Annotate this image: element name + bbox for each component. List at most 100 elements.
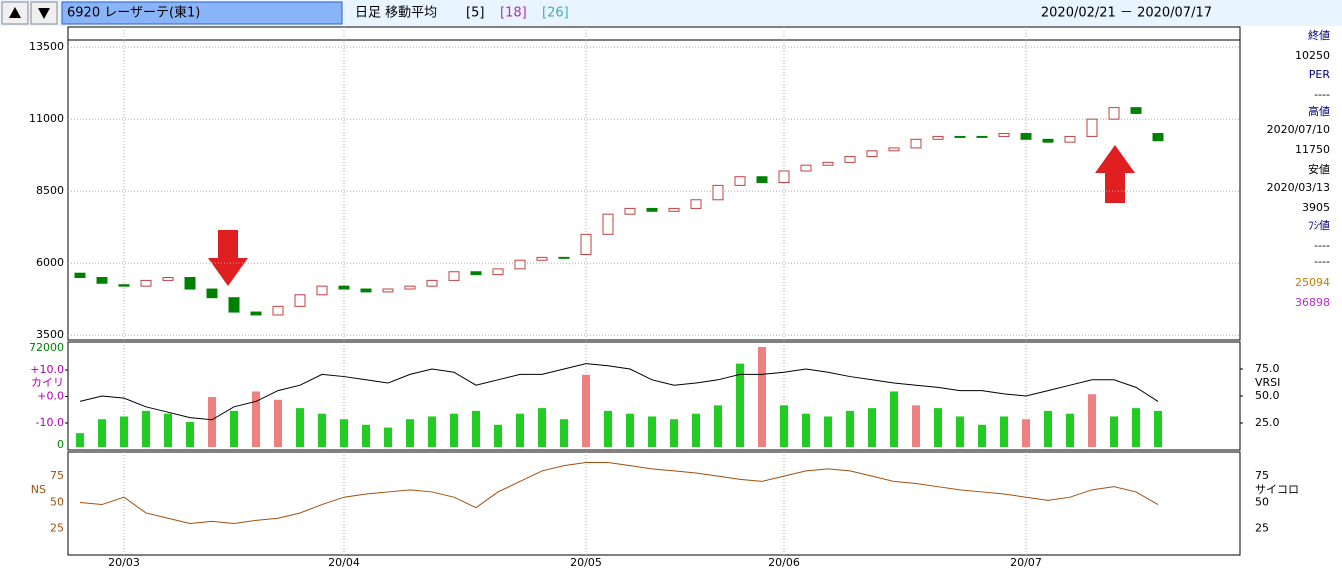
down-icon [38, 8, 50, 19]
up-icon [9, 7, 21, 18]
symbol-box[interactable] [61, 1, 343, 25]
candle [712, 184, 724, 201]
candle [272, 305, 284, 316]
info-text: ---- [1314, 239, 1330, 252]
volume-tick-label: 72000 [29, 341, 64, 354]
info-text: ﾌｼ値 [1308, 219, 1330, 232]
candle [162, 277, 174, 281]
ns-right-tick-label: 25 [1255, 522, 1269, 535]
info-text: 終値 [1308, 28, 1330, 42]
candle [932, 135, 944, 140]
candle [954, 135, 966, 138]
volume-bar [648, 416, 656, 447]
x-tick-label: 20/03 [108, 556, 140, 569]
volume-bar [1110, 416, 1118, 447]
kairi-tick-label: +10.0 [30, 363, 64, 376]
candle [624, 207, 636, 215]
candle [228, 297, 240, 313]
volume-bar [318, 413, 326, 447]
volume-bar [560, 419, 568, 447]
candle [96, 277, 108, 284]
volume-bar [1088, 394, 1096, 447]
ma26: [26] [542, 6, 569, 21]
info-text: 36898 [1295, 296, 1330, 309]
candle [470, 271, 482, 276]
candle [1020, 133, 1032, 140]
info-text: PER [1309, 68, 1331, 81]
volume-bar [252, 391, 260, 447]
candle [1086, 118, 1098, 137]
info-text: ---- [1314, 88, 1330, 101]
volume-bar [450, 413, 458, 447]
candle [558, 256, 570, 259]
candle [294, 294, 306, 307]
volume-bar [934, 408, 942, 447]
volume-bar [956, 416, 964, 447]
candle [250, 311, 262, 316]
volume-bar [76, 433, 84, 447]
candle [514, 259, 526, 270]
volume-bar [912, 405, 920, 447]
volume-bar [296, 408, 304, 447]
vrsi-label: VRSI [1255, 376, 1280, 389]
candle [602, 213, 614, 235]
candle [668, 207, 680, 212]
volume-bar [494, 424, 502, 447]
volume-bar [230, 410, 238, 447]
info-text: 2020/07/10 [1267, 123, 1330, 136]
candle [888, 147, 900, 152]
info-text: 安値 [1308, 162, 1330, 176]
candle [910, 138, 922, 149]
volume-bar [846, 410, 854, 447]
ns-right-label: サイコロ [1255, 483, 1299, 496]
candle [1152, 133, 1164, 142]
candle [1042, 138, 1054, 143]
candle [360, 288, 372, 293]
candle [316, 285, 328, 296]
info-text: 25094 [1295, 276, 1330, 289]
kairi-tick-label: -10.0 [36, 416, 64, 429]
candle [646, 207, 658, 212]
candle [1130, 107, 1142, 114]
vrsi-tick-label: 25.0 [1255, 416, 1280, 429]
info-text: ---- [1314, 255, 1330, 268]
volume-tick-label: 0 [57, 438, 64, 451]
info-text: 11750 [1295, 143, 1330, 156]
candle [184, 277, 196, 290]
volume-bar [516, 413, 524, 447]
info-text: 2020/03/13 [1267, 181, 1330, 194]
ns-right-tick-label: 75 [1255, 469, 1269, 482]
y-tick-label: 13500 [29, 40, 64, 53]
x-tick-label: 20/04 [328, 556, 360, 569]
candle [976, 135, 988, 138]
volume-bar [340, 419, 348, 447]
ns-panel [67, 451, 1241, 556]
ns-tick-label: 50 [50, 495, 64, 508]
date-range: 2020/02/21 － 2020/07/17 [1041, 6, 1212, 21]
ns-label: NS [31, 483, 46, 496]
volume-bar [142, 410, 150, 447]
volume-bar [538, 408, 546, 447]
x-tick-label: 20/05 [570, 556, 602, 569]
candle [338, 285, 350, 290]
info-text: 3905 [1302, 201, 1330, 214]
volume-bar [714, 405, 722, 447]
y-tick-label: 11000 [29, 112, 64, 125]
candle [778, 170, 790, 183]
volume-bar [406, 419, 414, 447]
volume-bar [1000, 416, 1008, 447]
volume-bar [362, 424, 370, 447]
volume-bar [164, 413, 172, 447]
candle [1064, 135, 1076, 143]
vrsi-line [79, 363, 1159, 421]
ns-tick-label: 25 [50, 522, 64, 535]
kairi-label: カイリ [31, 376, 64, 389]
candle [140, 279, 152, 287]
volume-bar [1132, 408, 1140, 447]
volume-bar [1066, 413, 1074, 447]
ns-line [79, 462, 1159, 524]
candle [866, 150, 878, 158]
candle [580, 233, 592, 255]
candle [382, 288, 394, 293]
